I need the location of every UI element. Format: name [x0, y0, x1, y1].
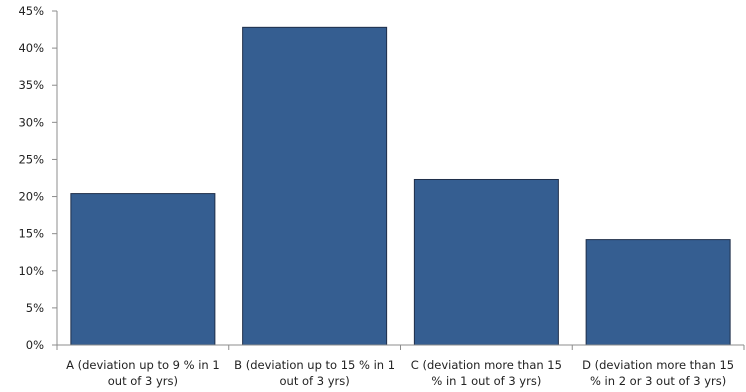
x-tick-label: % in 1 out of 3 yrs) — [431, 374, 541, 388]
bar — [70, 193, 216, 346]
y-tick-label: 15% — [18, 227, 44, 241]
x-tick-label: out of 3 yrs) — [280, 374, 350, 388]
y-axis: 0% 5% 10% 15% 20% 25% 30% 35% 40% 45% — [18, 4, 57, 352]
y-tick-label: 35% — [18, 78, 44, 92]
x-tick-label: % in 2 or 3 out of 3 yrs) — [590, 374, 726, 388]
x-tick-label: C (deviation more than 15 — [411, 358, 562, 372]
x-tick-label: B (deviation up to 15 % in 1 — [234, 358, 395, 372]
bar — [413, 178, 559, 346]
y-tick-label: 25% — [18, 152, 44, 166]
y-tick-label: 5% — [26, 301, 44, 315]
y-tick-label: 30% — [18, 115, 44, 129]
y-tick-label: 40% — [18, 41, 44, 55]
bar — [585, 239, 731, 346]
bar — [242, 26, 388, 346]
y-tick-label: 10% — [18, 264, 44, 278]
axes — [56, 11, 745, 350]
y-tick-label: 20% — [18, 190, 44, 204]
y-tick-label: 0% — [26, 338, 44, 352]
x-tick-label: D (deviation more than 15 — [582, 358, 734, 372]
x-tick-label: out of 3 yrs) — [108, 374, 178, 388]
x-tick-label: A (deviation up to 9 % in 1 — [66, 358, 220, 372]
y-tick-label: 45% — [18, 4, 44, 18]
x-axis: A (deviation up to 9 % in 1 out of 3 yrs)… — [66, 358, 734, 388]
bars — [70, 26, 731, 346]
